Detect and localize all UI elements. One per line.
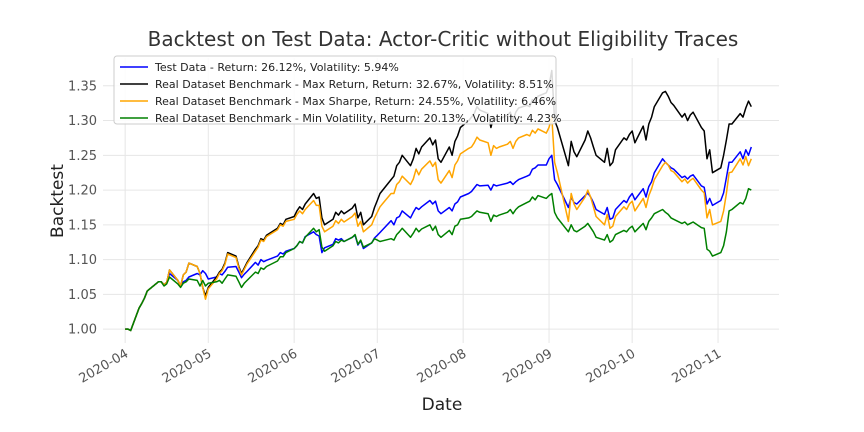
y-tick-label: 1.10: [68, 253, 97, 268]
legend-entry: Real Dataset Benchmark - Min Volatility,…: [155, 112, 561, 125]
series-line: [125, 69, 752, 332]
legend-entry: Real Dataset Benchmark - Max Return, Ret…: [155, 78, 554, 91]
series-line: [125, 187, 752, 332]
legend: Test Data - Return: 26.12%, Volatility: …: [113, 55, 561, 125]
y-tick-label: 1.35: [68, 79, 97, 94]
y-tick-label: 1.20: [68, 184, 97, 199]
series-line: [125, 116, 752, 332]
y-tick-label: 1.00: [68, 323, 97, 338]
legend-box: [113, 55, 557, 125]
y-axis-title: Backtest: [48, 164, 68, 238]
series-lines: [125, 69, 753, 332]
y-tick-label: 1.25: [68, 149, 97, 164]
y-tick-label: 1.05: [68, 288, 97, 303]
y-tick-label: 1.30: [68, 114, 97, 129]
legend-entry: Test Data - Return: 26.12%, Volatility: …: [154, 61, 399, 74]
series-line: [125, 146, 753, 332]
chart-title: Backtest on Test Data: Actor-Critic with…: [148, 27, 739, 51]
legend-entry: Real Dataset Benchmark - Max Sharpe, Ret…: [155, 95, 556, 108]
y-tick-label: 1.15: [68, 218, 97, 233]
x-axis-title: Date: [422, 395, 463, 415]
